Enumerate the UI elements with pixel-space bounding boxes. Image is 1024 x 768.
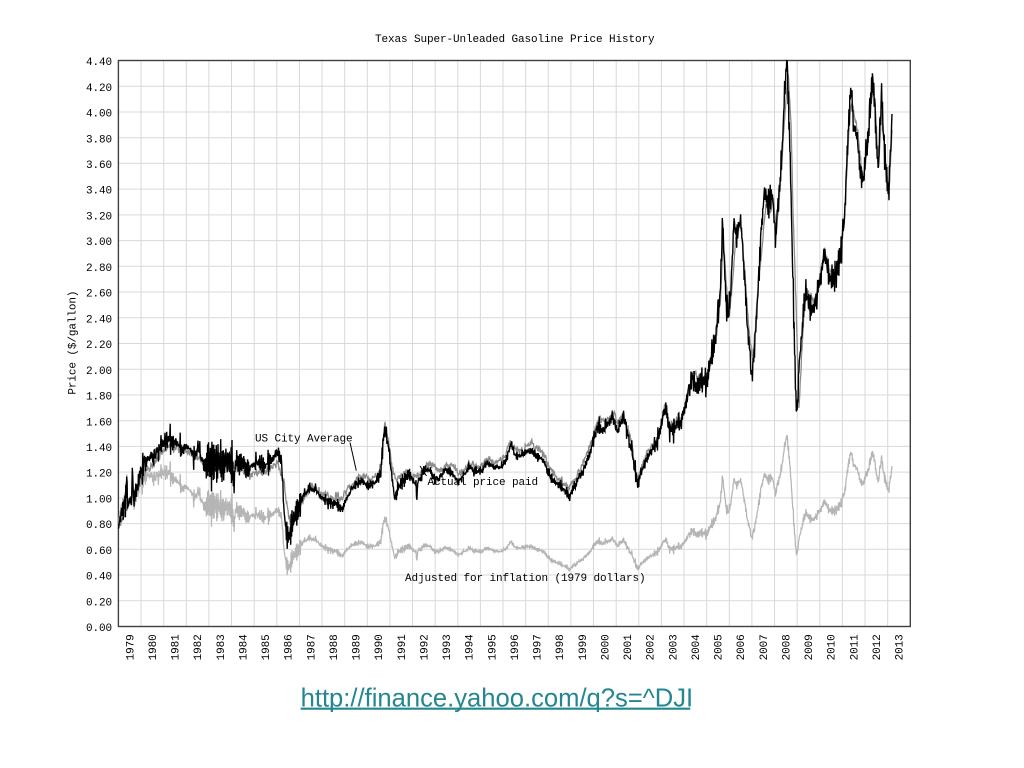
svg-text:1.00: 1.00 bbox=[86, 495, 112, 507]
svg-text:1992: 1992 bbox=[419, 634, 431, 660]
svg-text:3.20: 3.20 bbox=[86, 212, 112, 224]
svg-text:3.60: 3.60 bbox=[86, 160, 112, 172]
svg-text:1.60: 1.60 bbox=[86, 417, 112, 429]
svg-text:2000: 2000 bbox=[600, 634, 612, 660]
svg-text:2002: 2002 bbox=[646, 634, 658, 660]
svg-text:0.00: 0.00 bbox=[86, 623, 112, 635]
svg-text:2003: 2003 bbox=[668, 634, 680, 660]
svg-text:2008: 2008 bbox=[781, 634, 793, 660]
svg-text:0.40: 0.40 bbox=[86, 572, 112, 584]
svg-text:3.40: 3.40 bbox=[86, 186, 112, 198]
svg-text:2.00: 2.00 bbox=[86, 366, 112, 378]
svg-text:4.00: 4.00 bbox=[86, 109, 112, 121]
svg-text:2004: 2004 bbox=[691, 634, 703, 661]
svg-text:2005: 2005 bbox=[714, 634, 726, 660]
svg-text:1988: 1988 bbox=[329, 634, 341, 660]
svg-text:2009: 2009 bbox=[804, 634, 816, 660]
svg-text:1994: 1994 bbox=[465, 634, 477, 661]
svg-text:1989: 1989 bbox=[352, 634, 364, 660]
svg-text:1999: 1999 bbox=[578, 634, 590, 660]
svg-text:Actual price paid: Actual price paid bbox=[428, 477, 539, 489]
svg-text:2.20: 2.20 bbox=[86, 340, 112, 352]
svg-text:1979: 1979 bbox=[125, 634, 137, 660]
svg-text:4.20: 4.20 bbox=[86, 83, 112, 95]
svg-text:1985: 1985 bbox=[261, 634, 273, 660]
svg-text:2011: 2011 bbox=[849, 634, 861, 661]
svg-text:1997: 1997 bbox=[533, 634, 545, 660]
svg-text:2007: 2007 bbox=[759, 634, 771, 660]
svg-text:2006: 2006 bbox=[736, 634, 748, 660]
svg-text:1990: 1990 bbox=[374, 634, 386, 660]
svg-text:1980: 1980 bbox=[148, 634, 160, 660]
svg-text:1982: 1982 bbox=[193, 634, 205, 660]
svg-text:2.80: 2.80 bbox=[86, 263, 112, 275]
svg-text:1996: 1996 bbox=[510, 634, 522, 660]
svg-text:1.80: 1.80 bbox=[86, 392, 112, 404]
svg-text:1.20: 1.20 bbox=[86, 469, 112, 481]
svg-text:1983: 1983 bbox=[216, 634, 228, 660]
svg-text:1981: 1981 bbox=[171, 634, 183, 661]
svg-text:2010: 2010 bbox=[827, 634, 839, 660]
svg-text:1998: 1998 bbox=[555, 634, 567, 660]
svg-text:0.20: 0.20 bbox=[86, 597, 112, 609]
svg-text:Texas Super-Unleaded Gasoline: Texas Super-Unleaded Gasoline Price Hist… bbox=[375, 34, 655, 46]
svg-text:3.80: 3.80 bbox=[86, 134, 112, 146]
svg-text:4.40: 4.40 bbox=[86, 57, 112, 69]
svg-text:Price ($/gallon): Price ($/gallon) bbox=[68, 291, 80, 395]
svg-text:2.40: 2.40 bbox=[86, 314, 112, 326]
svg-text:US City Average: US City Average bbox=[255, 434, 353, 446]
svg-text:Adjusted for inflation (1979 d: Adjusted for inflation (1979 dollars) bbox=[405, 573, 646, 585]
svg-text:1987: 1987 bbox=[306, 634, 318, 660]
svg-text:1.40: 1.40 bbox=[86, 443, 112, 455]
svg-text:1991: 1991 bbox=[397, 634, 409, 661]
svg-text:2001: 2001 bbox=[623, 634, 635, 661]
svg-text:0.80: 0.80 bbox=[86, 520, 112, 532]
svg-text:0.60: 0.60 bbox=[86, 546, 112, 558]
svg-text:2012: 2012 bbox=[872, 634, 884, 660]
svg-text:2.60: 2.60 bbox=[86, 289, 112, 301]
svg-text:1993: 1993 bbox=[442, 634, 454, 660]
svg-text:1986: 1986 bbox=[284, 634, 296, 660]
svg-text:1995: 1995 bbox=[487, 634, 499, 660]
svg-text:2013: 2013 bbox=[895, 634, 907, 660]
svg-text:3.00: 3.00 bbox=[86, 237, 112, 249]
svg-text:1984: 1984 bbox=[238, 634, 250, 661]
